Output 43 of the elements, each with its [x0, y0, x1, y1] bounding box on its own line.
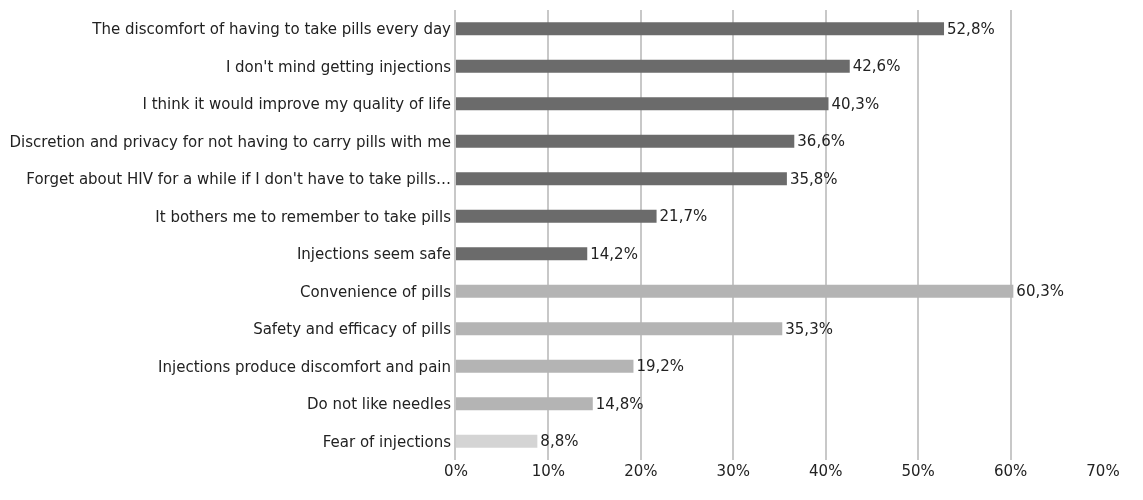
- y-tick-label: Discretion and privacy for not having to carry pills with me: [9, 132, 451, 151]
- y-tick-label: I don't mind getting injections: [225, 57, 452, 76]
- bar: [456, 134, 795, 148]
- x-tick-label: 40%: [809, 462, 843, 480]
- bar: [456, 397, 593, 411]
- bar: [456, 247, 588, 261]
- y-tick-label: It bothers me to remember to take pills: [155, 207, 452, 226]
- data-label: 21,7%: [659, 207, 708, 226]
- bar: [456, 172, 787, 186]
- x-tick-label: 0%: [444, 462, 468, 480]
- x-tick-label: 70%: [1086, 462, 1120, 480]
- y-tick-label: Injections produce discomfort and pain: [158, 357, 451, 376]
- y-tick-label: I think it would improve my quality of life: [142, 95, 451, 113]
- y-tick-label: Convenience of pills: [300, 282, 452, 301]
- y-tick-label: Safety and efficacy of pills: [253, 320, 452, 338]
- data-label: 36,6%: [797, 132, 845, 151]
- bar: [456, 359, 634, 373]
- bar: [456, 322, 783, 336]
- data-label: 42,6%: [852, 57, 901, 76]
- data-label: 14,2%: [590, 244, 638, 263]
- bar: [456, 284, 1014, 298]
- data-label: 8,8%: [540, 432, 579, 451]
- x-tick-label: 60%: [993, 462, 1028, 480]
- y-tick-label: The discomfort of having to take pills every day: [91, 20, 452, 38]
- y-tick-label: Injections seem safe: [296, 245, 451, 263]
- data-label: 14,8%: [595, 394, 644, 413]
- data-label: 35,3%: [785, 319, 833, 338]
- y-tick-label: Do not like needles: [306, 395, 452, 413]
- x-tick-label: 20%: [624, 462, 658, 480]
- data-label: 19,2%: [636, 357, 685, 376]
- bar: [456, 209, 657, 223]
- data-label: 52,8%: [947, 19, 995, 38]
- bar: [456, 22, 945, 36]
- y-tick-label: Fear of injections: [322, 432, 452, 451]
- bar: [456, 97, 829, 111]
- x-tick-label: 10%: [531, 462, 566, 480]
- data-label: 35,8%: [789, 169, 838, 188]
- y-tick-label: Forget about HIV for a while if I don't have to take pills…: [26, 170, 451, 188]
- data-label: 60,3%: [1016, 282, 1064, 301]
- data-label: 40,3%: [831, 94, 880, 113]
- bar: [456, 59, 850, 73]
- x-tick-label: 50%: [901, 462, 935, 480]
- x-tick-label: 30%: [716, 462, 750, 480]
